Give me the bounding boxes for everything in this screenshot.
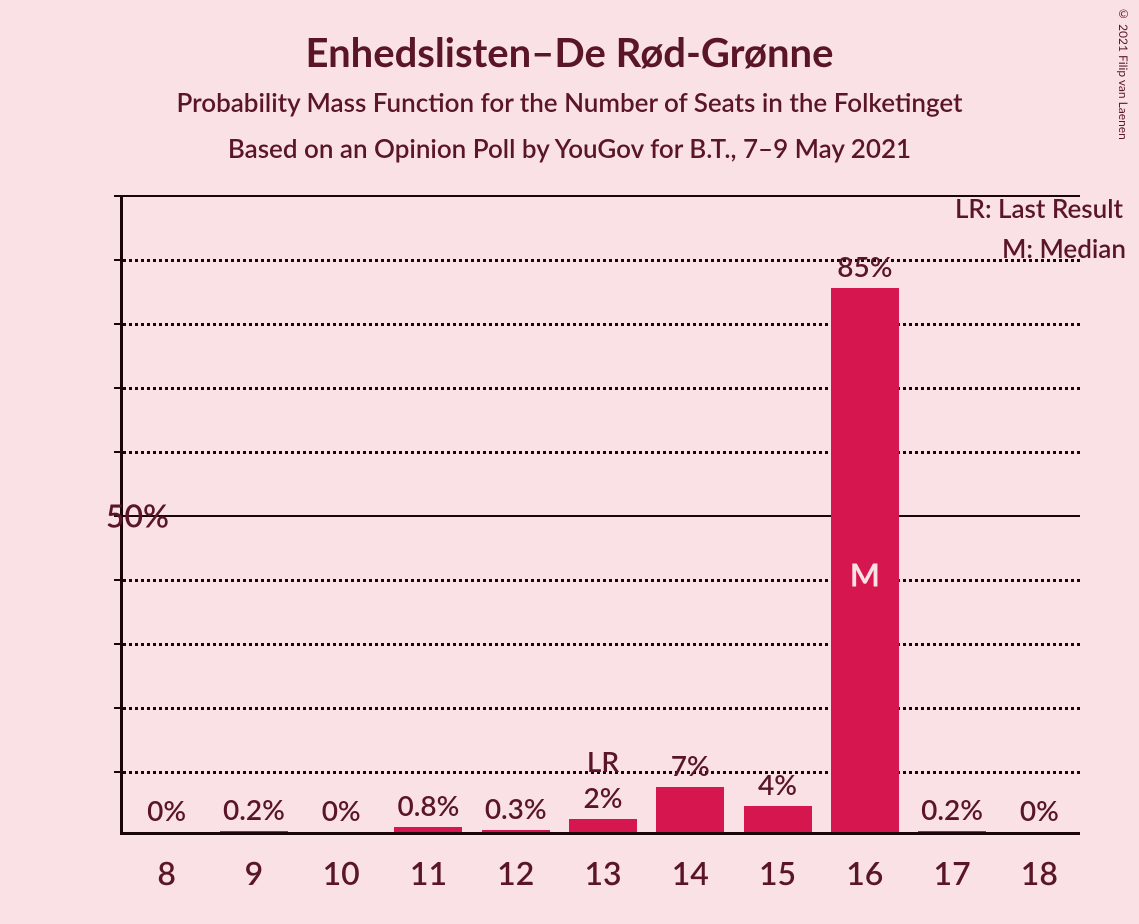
bar-value-label: 0% — [1020, 793, 1059, 827]
bar — [394, 827, 462, 832]
bar — [220, 831, 288, 832]
copyright-text: © 2021 Filip van Laenen — [1116, 6, 1131, 140]
plot-area: 0%0.2%0%0.8%0.3%2%7%4%85%0.2%0% 89101112… — [120, 195, 1080, 835]
chart-subtitle-2: Based on an Opinion Poll by YouGov for B… — [0, 132, 1139, 164]
annotation-last-result: LR — [587, 744, 619, 778]
y-tick — [114, 259, 120, 261]
bar-value-label: 0% — [147, 793, 186, 827]
y-tick — [114, 771, 120, 773]
bar-value-label: 0.2% — [921, 792, 983, 826]
chart-subtitle-1: Probability Mass Function for the Number… — [0, 86, 1139, 118]
y-tick — [114, 387, 120, 389]
x-tick-label: 17 — [934, 853, 971, 892]
bar — [482, 830, 550, 832]
x-tick-label: 10 — [323, 853, 360, 892]
bar — [569, 819, 637, 832]
gridline — [123, 195, 1080, 197]
gridline — [123, 259, 1080, 262]
bar-value-label: 0.3% — [485, 791, 547, 825]
gridline — [123, 579, 1080, 582]
bar — [918, 831, 986, 832]
legend-median: M: Median — [1002, 232, 1126, 264]
x-tick-label: 14 — [672, 853, 709, 892]
bar-value-label: 2% — [584, 780, 623, 814]
chart-title: Enhedslisten–De Rød-Grønne — [0, 28, 1139, 76]
bar-value-label: 4% — [758, 767, 797, 801]
bar-value-label: 0.8% — [398, 788, 460, 822]
x-tick-label: 12 — [497, 853, 534, 892]
x-tick-label: 9 — [245, 853, 264, 892]
x-tick-label: 18 — [1021, 853, 1058, 892]
bar-value-label: 0.2% — [223, 792, 285, 826]
x-tick-label: 13 — [584, 853, 621, 892]
y-tick — [114, 707, 120, 709]
bar — [744, 806, 812, 832]
y-tick — [114, 323, 120, 325]
y-tick — [114, 579, 120, 581]
bar — [656, 787, 724, 832]
x-tick-label: 8 — [157, 853, 176, 892]
x-tick-label: 11 — [410, 853, 447, 892]
annotation-median: M — [850, 554, 880, 593]
y-tick — [114, 643, 120, 645]
gridline — [123, 323, 1080, 326]
legend-last-result: LR: Last Result — [955, 192, 1123, 224]
gridline — [123, 515, 1080, 517]
y-tick — [114, 195, 120, 197]
gridline — [123, 451, 1080, 454]
x-tick-label: 16 — [846, 853, 883, 892]
x-tick-label: 15 — [759, 853, 796, 892]
x-axis — [120, 832, 1080, 835]
bar-value-label: 0% — [322, 793, 361, 827]
gridline — [123, 643, 1080, 646]
y-tick — [114, 451, 120, 453]
gridline — [123, 387, 1080, 390]
bar-value-label: 7% — [671, 748, 710, 782]
bar-value-label: 85% — [837, 249, 892, 283]
y-axis-label: 50% — [106, 496, 169, 535]
gridline — [123, 707, 1080, 710]
